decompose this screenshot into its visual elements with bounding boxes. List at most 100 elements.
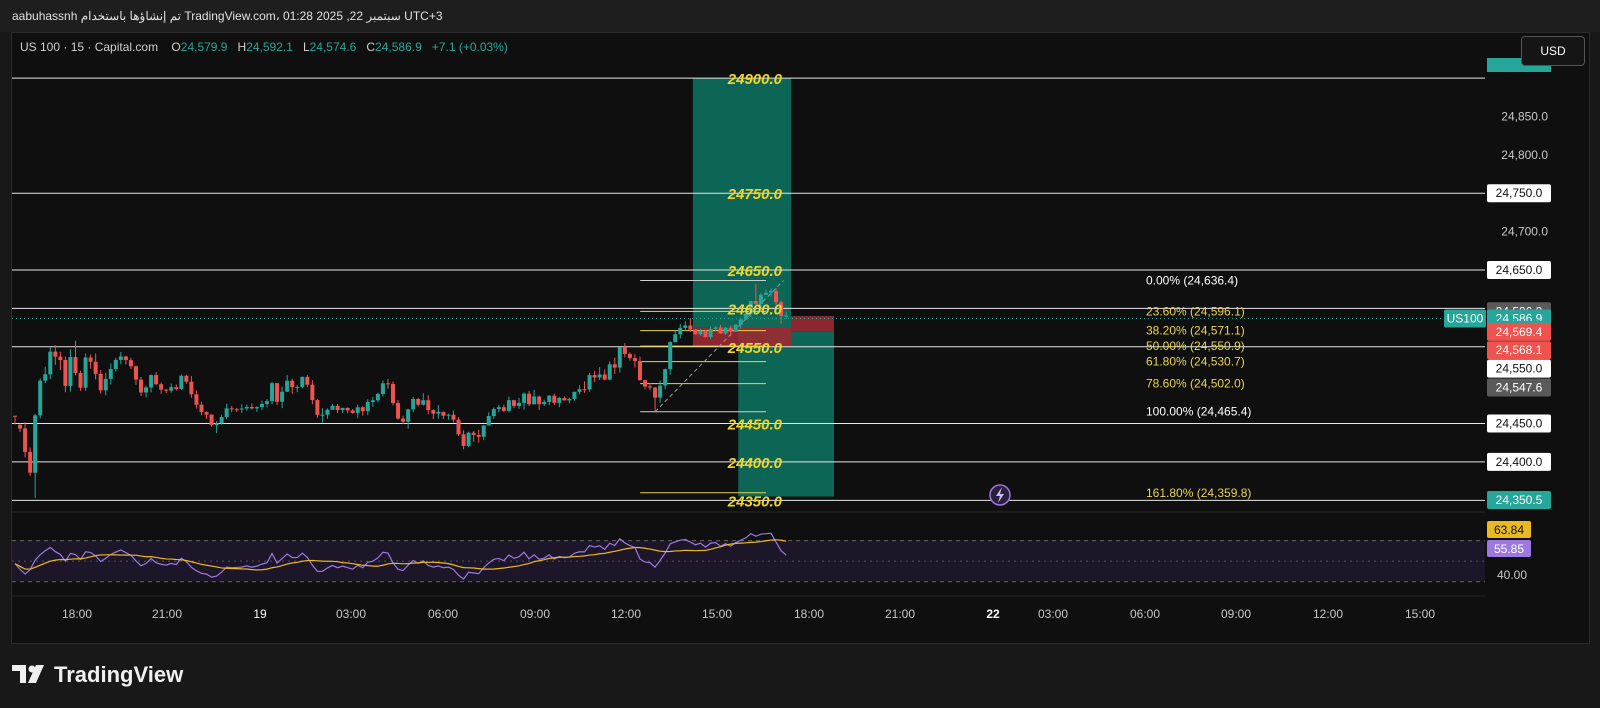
x-tick-label-9: 21:00 (885, 607, 915, 621)
symbol-tag (1444, 309, 1486, 328)
candle-body-30 (164, 389, 169, 391)
price-badge-text-5: 24,569.4 (1496, 325, 1543, 339)
candle-body-1 (18, 424, 23, 429)
position-long-target-zone (692, 78, 792, 328)
candle-body-78 (406, 409, 411, 422)
price-badge-0 (1487, 184, 1551, 203)
candle-body-57 (300, 376, 305, 387)
main-plot (12, 77, 1485, 501)
x-tick-label-0: 18:00 (62, 607, 92, 621)
candle-body-126 (648, 386, 653, 388)
price-badge-9 (1487, 414, 1551, 433)
candle-body-42 (224, 408, 229, 418)
candle-body-97 (501, 407, 506, 411)
legend-open-label: O (171, 40, 181, 54)
x-tick-label-4: 06:00 (428, 607, 458, 621)
candle-body-66 (345, 407, 350, 411)
legend-high-label: H (237, 40, 247, 54)
symbol-tag-text: US100 (1447, 311, 1484, 325)
price-badge-text-0: 24,750.0 (1496, 186, 1543, 200)
level-label-7: 24350.0 (727, 493, 783, 510)
candle-body-112 (577, 389, 582, 392)
candle-body-122 (627, 353, 632, 359)
price-badge-11 (1487, 490, 1551, 509)
candle-body-111 (572, 391, 577, 399)
candle-body-65 (340, 407, 345, 411)
candle-body-106 (547, 395, 552, 402)
candle-body-88 (456, 419, 461, 435)
candle-body-72 (375, 393, 380, 401)
candle-body-70 (365, 402, 370, 412)
candle-body-125 (643, 380, 647, 387)
candle-body-128 (658, 385, 663, 398)
legend-close-label: C (366, 40, 376, 54)
candle-body-17 (98, 373, 103, 391)
fib-label-0: 0.00% (24,636.4) (1146, 273, 1238, 287)
candle-body-16 (93, 361, 98, 374)
candle-body-49 (259, 403, 264, 408)
candle-body-74 (385, 383, 390, 385)
candle-body-116 (597, 374, 602, 378)
currency-button[interactable]: USD (1521, 36, 1585, 66)
legend-low-label: L (302, 40, 310, 54)
footer-brand-text: TradingView (54, 662, 184, 687)
candle-body-152 (779, 302, 784, 317)
candle-body-95 (491, 409, 496, 417)
candle-body-69 (360, 407, 365, 412)
candle-body-146 (748, 301, 753, 314)
candle-body-53 (280, 391, 285, 402)
rsi-line (14, 532, 787, 580)
candle-body-35 (189, 381, 194, 395)
candle-body-0 (13, 415, 17, 417)
legend-open: 24,579.9 (180, 40, 228, 54)
candle-body-151 (774, 290, 779, 303)
candle-body-135 (693, 329, 698, 335)
candle-body-18 (103, 378, 108, 391)
candle-body-31 (169, 387, 174, 391)
ohlc-legend: US 100 · 15 · Capital.com O24,579.9 H24,… (20, 40, 508, 54)
candle-body-13 (78, 373, 83, 388)
candle-body-71 (370, 400, 375, 403)
legend-symbol[interactable]: US 100 · 15 · Capital.com (20, 40, 159, 54)
price-badge-text-7: 24,550.0 (1496, 362, 1543, 376)
candle-body-109 (562, 397, 567, 401)
y-tick-label-0: 24,850.0 (1501, 109, 1548, 123)
fib-label-1: 23.60% (24,596.1) (1146, 304, 1245, 318)
price-badge-5 (1487, 322, 1551, 341)
candle-body-28 (154, 375, 159, 385)
candle-body-136 (698, 330, 703, 335)
position-long-stop-zone (692, 327, 792, 347)
candle-body-33 (179, 375, 184, 389)
candle-body-58 (305, 376, 310, 385)
candle-body-64 (335, 405, 340, 411)
candle-body-21 (118, 356, 123, 360)
candle-body-114 (587, 375, 592, 390)
candle-body-60 (315, 400, 320, 415)
candle-body-29 (159, 384, 164, 390)
rsi-band-fill (12, 540, 1485, 582)
candle-body-12 (73, 357, 78, 374)
candle-body-115 (592, 375, 597, 378)
candle-body-76 (396, 402, 401, 419)
candle-body-118 (607, 364, 612, 380)
rsi-value-badge-text: 55.85 (1494, 542, 1524, 556)
candle-body-123 (632, 358, 637, 362)
candle-body-84 (436, 411, 441, 414)
candle-body-48 (254, 407, 259, 409)
x-tick-label-7: 15:00 (702, 607, 732, 621)
fib-label-3: 50.00% (24,550.9) (1146, 339, 1245, 353)
candle-body-104 (537, 396, 542, 405)
fib-label-7: 161.80% (24,359.8) (1146, 486, 1251, 500)
candle-body-47 (249, 406, 254, 409)
x-tick-label-3: 03:00 (336, 607, 366, 621)
candle-body-138 (708, 329, 713, 338)
candle-body-89 (461, 434, 466, 446)
candle-body-27 (149, 375, 154, 388)
candle-body-10 (63, 359, 68, 386)
tradingview-logo-icon (12, 663, 48, 689)
candle-body-50 (265, 401, 269, 404)
candle-body-6 (43, 374, 48, 381)
candle-body-132 (678, 327, 683, 335)
candle-body-149 (763, 292, 768, 295)
